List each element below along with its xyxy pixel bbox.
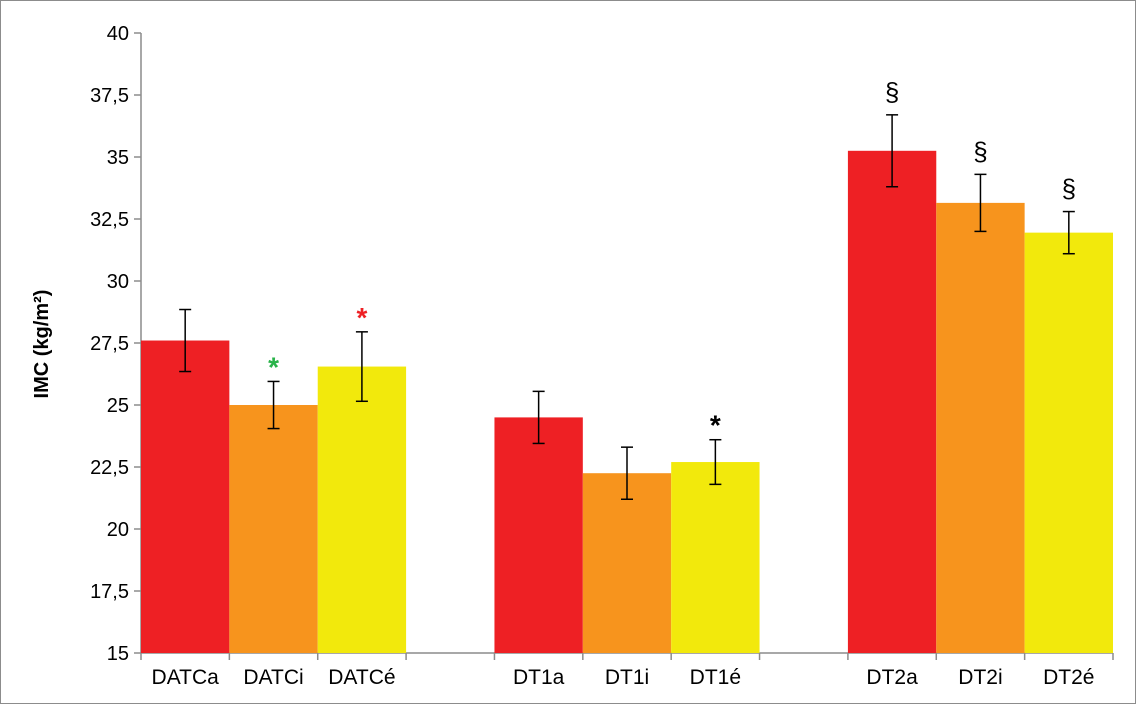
category-label: DATCa bbox=[152, 666, 220, 689]
y-tick-label: 15 bbox=[107, 643, 129, 665]
significance-annotations: * * * § § § bbox=[268, 77, 1076, 441]
category-label: DATCé bbox=[328, 666, 395, 689]
category-label: DT2a bbox=[866, 666, 918, 689]
bar-DT2a bbox=[847, 150, 937, 654]
annotation-DT2é: § bbox=[1062, 174, 1076, 204]
y-tick-label: 30 bbox=[107, 271, 129, 293]
bar-DT1é bbox=[671, 462, 760, 653]
category-label: DT1i bbox=[605, 666, 649, 689]
bar-DT2é bbox=[1024, 232, 1113, 653]
y-tick-label: 22,5 bbox=[90, 457, 129, 479]
annotation-DATCé: * bbox=[356, 302, 367, 333]
bars bbox=[141, 150, 1113, 654]
bar-DT1i bbox=[582, 473, 672, 653]
annotation-DATCi: * bbox=[268, 351, 279, 382]
y-tick-label: 20 bbox=[107, 519, 129, 541]
y-axis-title: IMC (kg/m²) bbox=[31, 290, 53, 399]
error-bars bbox=[179, 114, 1075, 500]
y-tick-label: 27,5 bbox=[90, 333, 129, 355]
y-tick-label: 35 bbox=[107, 147, 129, 169]
bar-DT1a bbox=[494, 417, 583, 653]
annotation-DT1é: * bbox=[710, 410, 721, 441]
category-label: DATCi bbox=[243, 666, 303, 689]
annotation-DT2a: § bbox=[885, 77, 899, 107]
category-label: DT2i bbox=[958, 666, 1002, 689]
bar-DATCi bbox=[229, 405, 318, 653]
category-label: DT1a bbox=[513, 666, 565, 689]
bar-DATCé bbox=[317, 366, 407, 653]
y-tick-label: 32,5 bbox=[90, 209, 129, 231]
category-label: DT2é bbox=[1043, 666, 1094, 689]
y-tick-label: 40 bbox=[107, 23, 129, 45]
y-tick-label: 17,5 bbox=[90, 581, 129, 603]
y-tick-label: 37,5 bbox=[90, 85, 129, 107]
category-label: DT1é bbox=[690, 666, 741, 689]
category-labels: DATCa DATCi DATCé DT1a DT1i DT1é DT2a DT2i DT2é bbox=[152, 666, 1095, 689]
annotation-DT2i: § bbox=[973, 136, 987, 166]
y-tick-label: 25 bbox=[107, 395, 129, 417]
bar-DT2i bbox=[936, 202, 1025, 653]
bar-DATCa bbox=[141, 340, 230, 653]
